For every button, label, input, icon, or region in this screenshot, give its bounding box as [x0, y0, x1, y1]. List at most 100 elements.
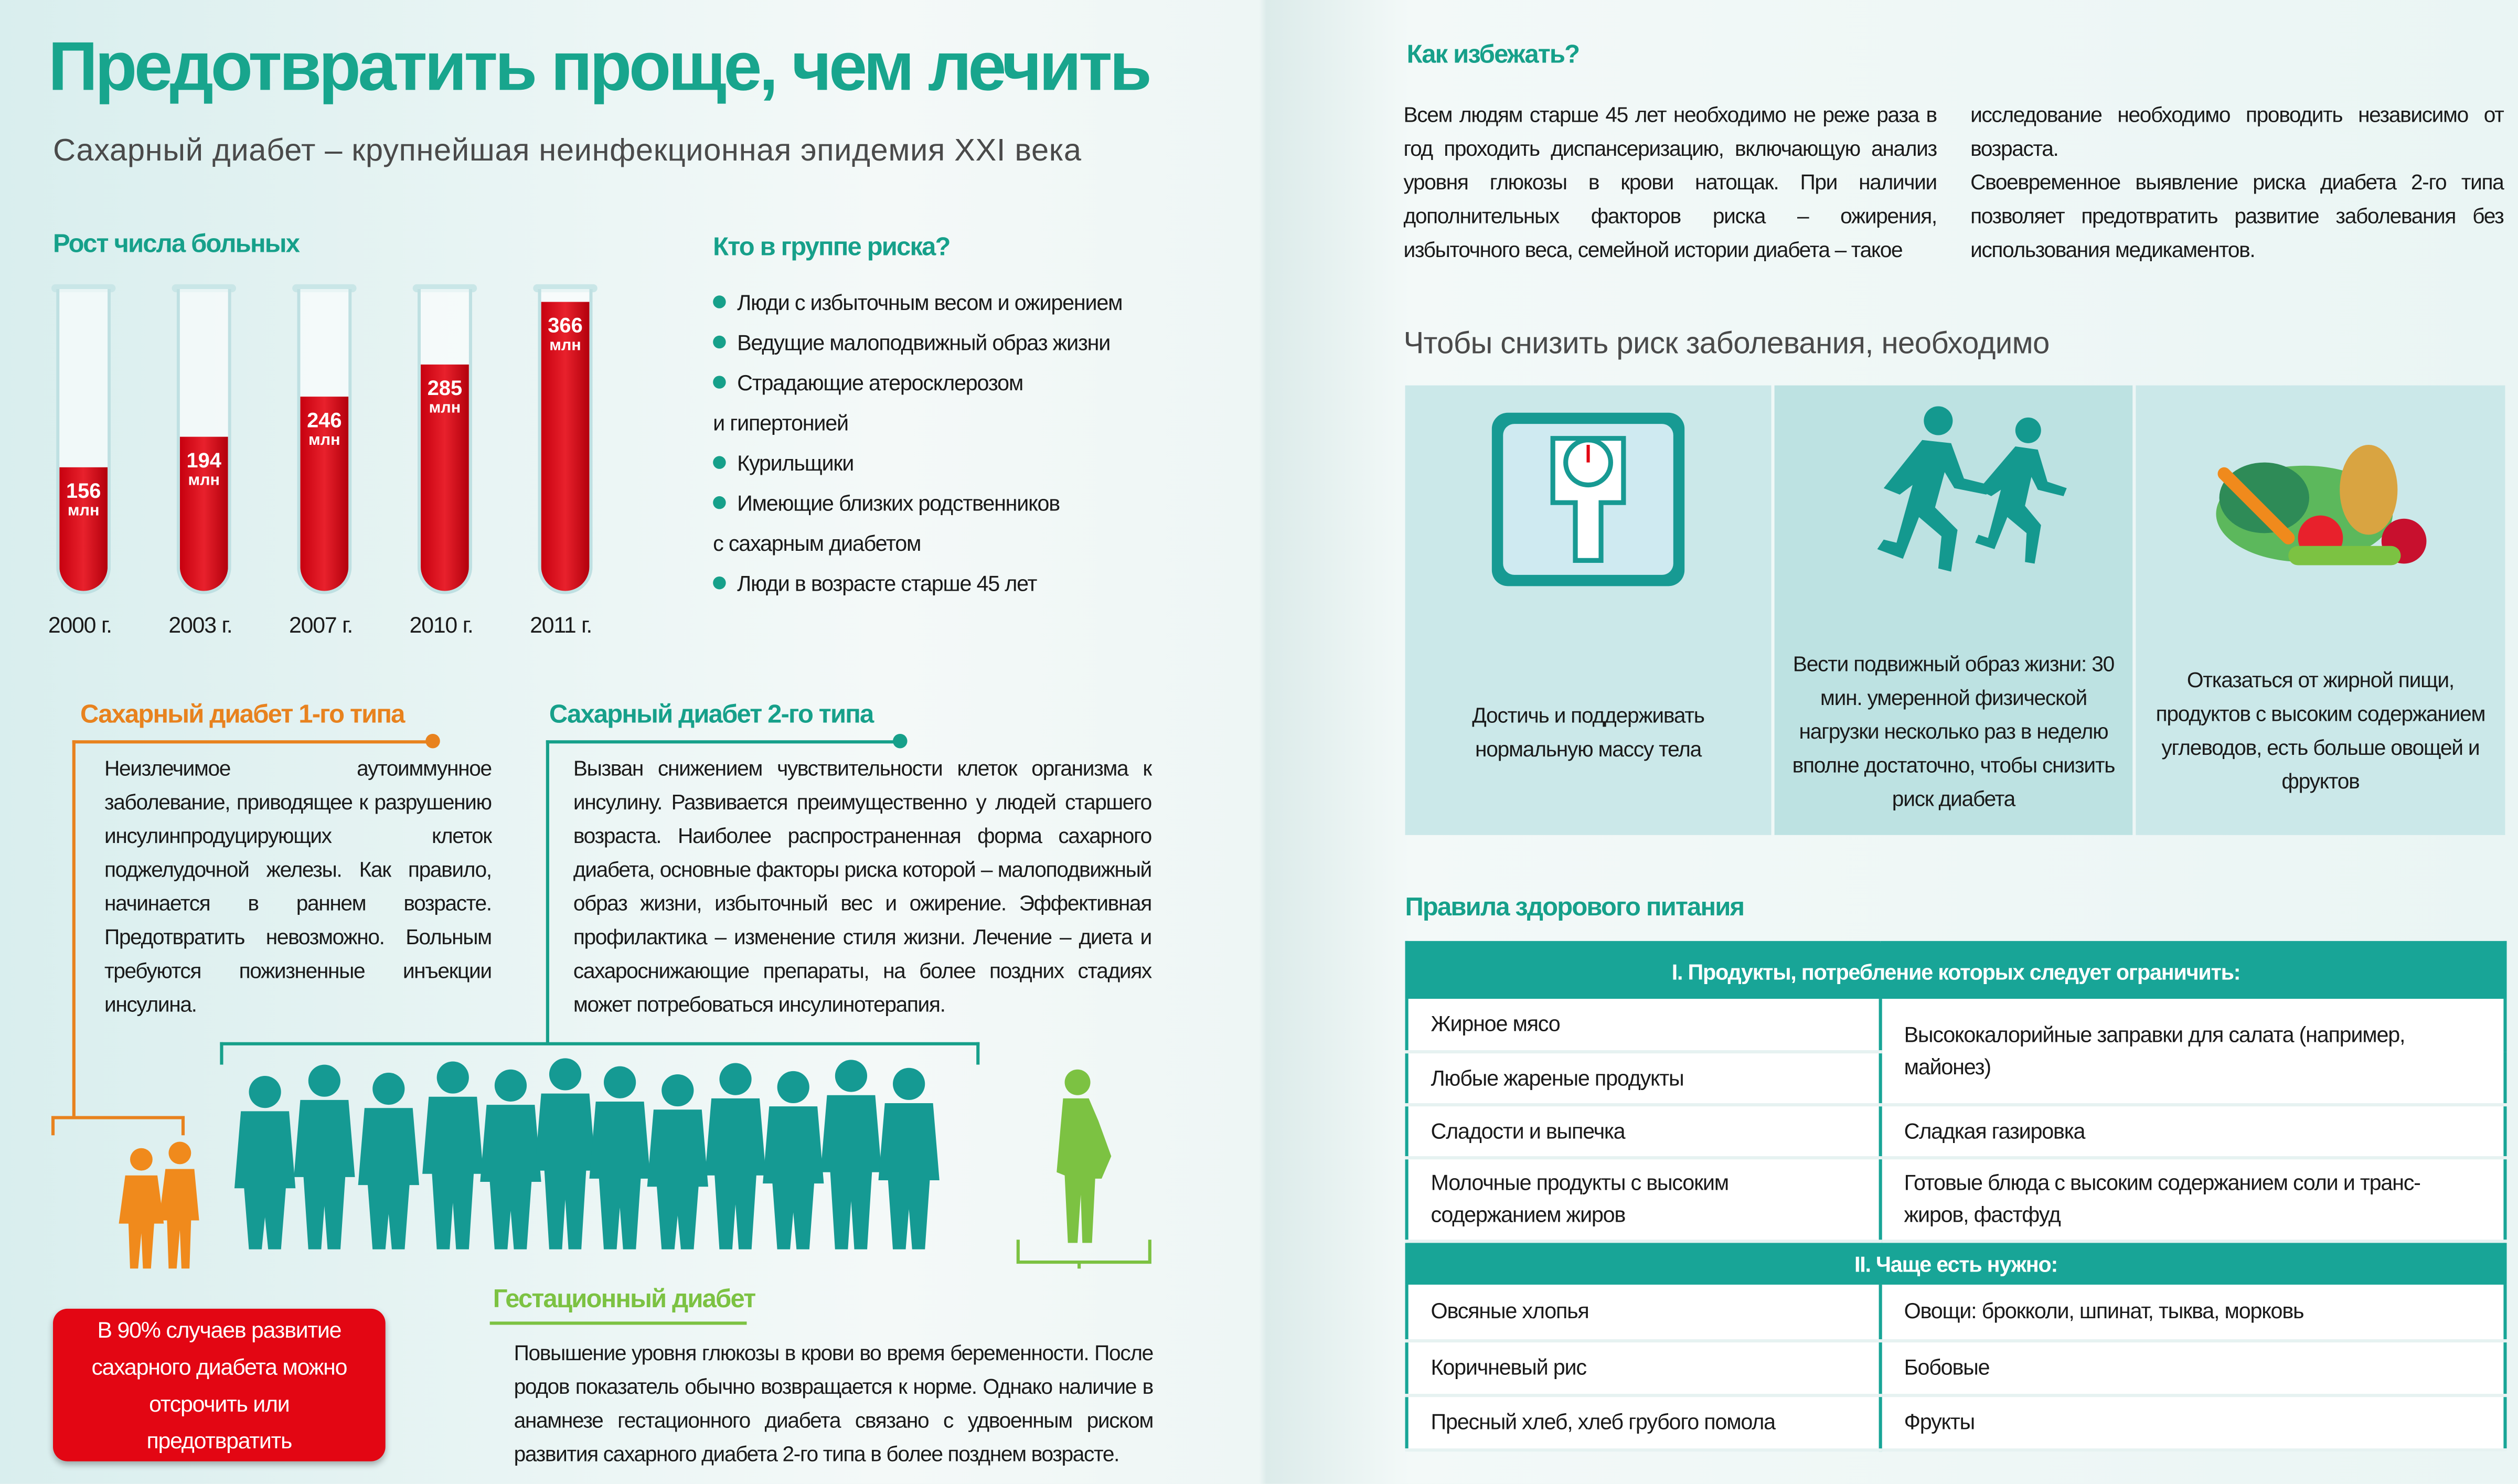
table-cell: Пресный хлеб, хлеб грубого помола	[1406, 1395, 1882, 1452]
tube-value-unit: млн	[188, 472, 220, 490]
person-icon	[234, 1111, 296, 1250]
growth-heading: Рост числа больных	[53, 231, 300, 259]
scale-icon	[1491, 412, 1685, 586]
avoid-heading: Как избежать?	[1406, 41, 1580, 69]
type1-connector	[72, 740, 434, 744]
tube-year-label: 2010 г.	[409, 612, 474, 638]
person-icon	[494, 1069, 527, 1102]
tube-fill	[300, 396, 349, 591]
tube-value-unit: млн	[549, 336, 581, 354]
person-icon	[549, 1058, 582, 1091]
risk-item: Люди в возрасте старше 45 лет	[713, 572, 1259, 612]
type2-connector	[546, 740, 900, 744]
section2-title: II. Чаще есть нужно:	[1406, 1241, 2505, 1285]
person-icon	[308, 1064, 340, 1097]
table-cell: Готовые блюда с высоким содержанием соли…	[1880, 1158, 2505, 1243]
person-icon	[604, 1066, 636, 1098]
panel-food: Отказаться от жирной пищи, продуктов с в…	[2136, 385, 2505, 835]
person-icon	[878, 1103, 940, 1250]
risk-item: Страдающие атеросклерозом	[713, 371, 1259, 411]
pregnant-woman-icon	[1057, 1069, 1112, 1243]
risk-item-text: Ведущие малоподвижный образ жизни	[737, 330, 1111, 355]
table-cell: Овсяные хлопья	[1406, 1284, 1882, 1343]
test-tube: 246 млн	[297, 289, 352, 594]
tube-fill	[59, 467, 108, 591]
person-icon	[422, 1096, 484, 1250]
avoid-text-col1: Всем людям старше 45 лет необходимо не р…	[1403, 102, 1937, 262]
type2-text: Вызван снижением чувствительности клеток…	[573, 756, 1152, 1017]
section1-title: I. Продукты, потребление которых следует…	[1406, 942, 2505, 999]
tube-value: 156 млн	[59, 480, 108, 522]
runners-icon	[1877, 406, 2067, 572]
reduce-heading: Чтобы снизить риск заболевания, необходи…	[1403, 327, 2050, 361]
test-tube: 194 млн	[176, 289, 231, 594]
avoid-text-col2: исследование необходимо проводить незави…	[1970, 98, 2504, 266]
person-icon	[480, 1105, 541, 1250]
tube-year-label: 2007 г.	[289, 612, 353, 638]
type1-text: Неизлечимое аутоиммунное заболевание, пр…	[104, 756, 492, 1017]
bullet-icon	[713, 456, 726, 469]
person-icon	[294, 1099, 355, 1250]
tube-value-number: 156	[66, 478, 101, 503]
type2-heading: Сахарный диабет 2-го типа	[549, 701, 874, 729]
table-cell: Высококалорийные заправки для салата (на…	[1880, 999, 2505, 1107]
table-cell: Любые жареные продукты	[1406, 1052, 1882, 1107]
bullet-icon	[713, 335, 726, 349]
risk-item: Имеющие близких родственников	[713, 492, 1259, 532]
table-cell: Жирное мясо	[1406, 999, 1882, 1054]
test-tube: 156 млн	[56, 289, 111, 594]
bullet-icon	[713, 295, 726, 308]
person-icon	[661, 1074, 694, 1107]
panel-activity: Вести подвижный образ жизни: 30 мин. уме…	[1774, 385, 2133, 835]
page-title: Предотвратить проще, чем лечить	[48, 29, 1152, 106]
risk-item-text: с сахарным диабетом	[713, 531, 921, 556]
tube-value-number: 194	[186, 448, 221, 473]
avoid-text-col2b: Своевременное выявление риска диабета 2-…	[1970, 170, 2504, 262]
children-icon	[119, 1141, 199, 1269]
panel-weight: Достичь и поддерживать нормальную массу …	[1405, 385, 1772, 835]
risk-item: и гипертонией	[713, 411, 1259, 452]
nutrition-heading: Правила здорового питания	[1405, 894, 1745, 922]
risk-item-text: Люди в возрасте старше 45 лет	[737, 571, 1037, 596]
risk-list: Люди с избыточным весом и ожирением Ведущ…	[713, 291, 1259, 612]
person-icon	[705, 1098, 766, 1250]
tube-year-label: 2003 г.	[168, 612, 232, 638]
panel-activity-text: Вести подвижный образ жизни: 30 мин. уме…	[1792, 652, 2116, 811]
person-icon	[358, 1108, 419, 1250]
tube-value-number: 366	[548, 312, 583, 337]
person-icon	[777, 1071, 809, 1104]
bullet-icon	[713, 376, 726, 389]
person-icon	[763, 1106, 824, 1250]
person-icon	[249, 1076, 281, 1108]
bullet-icon	[713, 576, 726, 590]
risk-item: Курильщики	[713, 451, 1259, 492]
tube-value-unit: млн	[429, 400, 461, 419]
person-icon	[647, 1109, 708, 1250]
tube-value-number: 285	[427, 376, 463, 401]
tube-value: 366 млн	[541, 314, 590, 356]
gestational-text: Повышение уровня глюкозы в крови во врем…	[514, 1341, 1154, 1466]
table-cell: Фрукты	[1880, 1395, 2505, 1452]
table-cell: Бобовые	[1880, 1341, 2505, 1397]
table-cell: Сладости и выпечка	[1406, 1105, 1882, 1160]
vegetables-icon	[2216, 444, 2427, 565]
tube-value: 246 млн	[300, 409, 348, 451]
tube-fill	[421, 365, 469, 591]
person-icon	[719, 1063, 752, 1095]
panel-weight-text: Достичь и поддерживать нормальную массу …	[1472, 703, 1705, 762]
person-icon	[820, 1095, 882, 1250]
tube-value: 194 млн	[180, 450, 228, 492]
test-tube: 285 млн	[417, 289, 472, 594]
risk-item-text: Люди с избыточным весом и ожирением	[737, 291, 1123, 315]
table-cell: Овощи: брокколи, шпинат, тыква, морковь	[1880, 1284, 2505, 1343]
risk-item-text: Страдающие атеросклерозом	[737, 371, 1023, 396]
person-icon	[372, 1072, 405, 1105]
risk-item-text: и гипертонией	[713, 411, 849, 435]
risk-item: Люди с избыточным весом и ожирением	[713, 291, 1259, 331]
table-cell: Молочные продукты с высоким содержанием …	[1406, 1158, 1882, 1243]
nutrition-table: I. Продукты, потребление которых следует…	[1405, 941, 2507, 1452]
callout-text: В 90% случаев развитие сахарного диабета…	[91, 1316, 347, 1453]
panel-food-text: Отказаться от жирной пищи, продуктов с в…	[2156, 668, 2486, 794]
people-illustration	[119, 1058, 1151, 1269]
tube-value: 285 млн	[421, 378, 469, 420]
